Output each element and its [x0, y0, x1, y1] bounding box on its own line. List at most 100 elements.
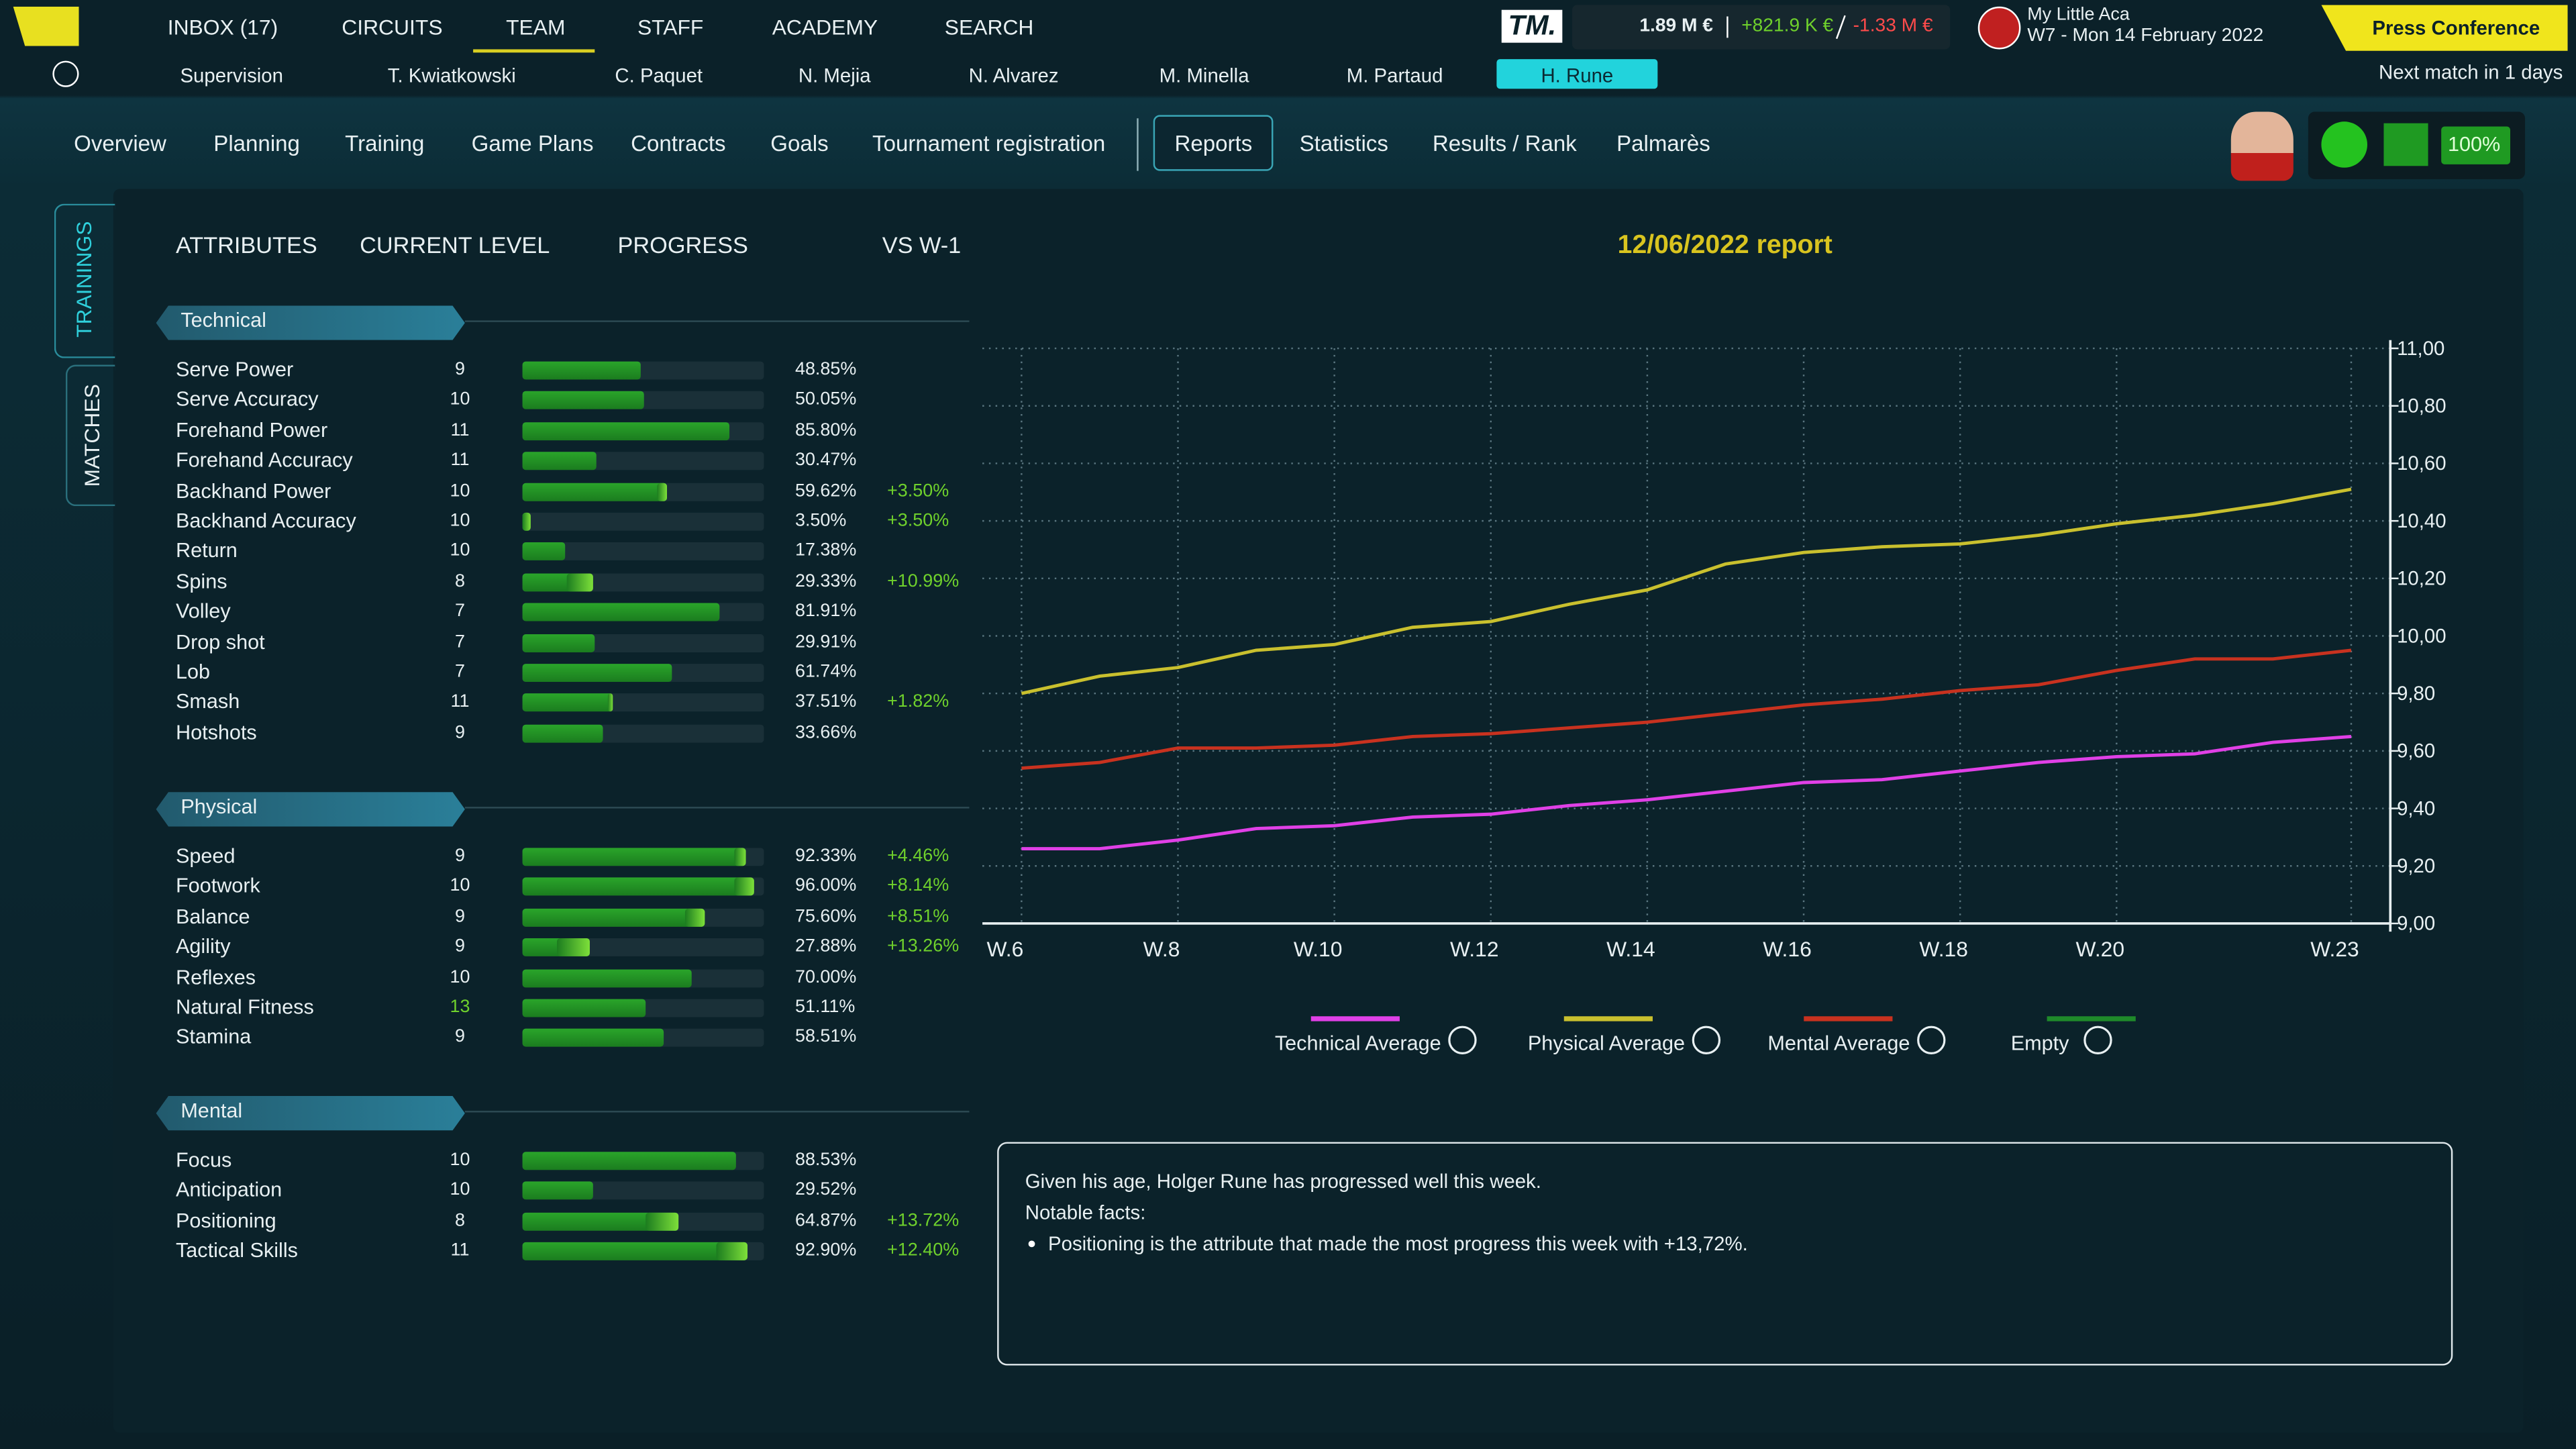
attribute-name: Lob: [175, 660, 211, 684]
group-header-bg: [156, 792, 465, 827]
progress-label: 29.33%: [794, 571, 857, 591]
progress-label: 3.50%: [794, 511, 847, 531]
attribute-name: Serve Power: [175, 358, 294, 382]
side-tab-box[interactable]: [54, 203, 115, 358]
progress-label: 92.90%: [794, 1240, 857, 1261]
player-tab[interactable]: T. Kwiatkowski: [387, 64, 516, 87]
edit-icon[interactable]: [1917, 1026, 1946, 1054]
vs-value: +12.40%: [887, 1240, 960, 1261]
progress-gain: [684, 908, 705, 927]
section-tab[interactable]: Palmarès: [1616, 131, 1710, 156]
press-button[interactable]: Press Conference: [2372, 16, 2540, 40]
nav-tab[interactable]: INBOX (17): [167, 15, 278, 40]
player-tab[interactable]: M. Partaud: [1346, 64, 1443, 87]
progress-gain: [566, 572, 594, 591]
attribute-name: Positioning: [175, 1209, 276, 1232]
attribute-name: Speed: [175, 844, 236, 868]
legend-label: Physical Average: [1528, 1032, 1685, 1054]
player-tab[interactable]: Supervision: [180, 64, 283, 87]
reports-highlight: [1153, 115, 1274, 171]
next-match: Next match in 1 days: [2378, 60, 2563, 84]
y-tick-label: 9,40: [2397, 797, 2435, 819]
player-tab[interactable]: C. Paquet: [615, 64, 703, 87]
y-tick-label: 11,00: [2397, 338, 2444, 360]
group-header-bg: [156, 305, 465, 340]
attribute-level: 11: [450, 692, 470, 713]
bullet: [1028, 1240, 1035, 1248]
nav-tab[interactable]: CIRCUITS: [342, 15, 443, 40]
progress-label: 85.80%: [794, 420, 857, 440]
attribute-name: Natural Fitness: [175, 995, 314, 1019]
attribute-level: 7: [455, 632, 466, 652]
attribute-name: Serve Accuracy: [175, 388, 319, 412]
section-tab[interactable]: Reports: [1174, 131, 1253, 156]
income: +821.9 K €: [1741, 16, 1834, 36]
vs-value: +10.99%: [887, 571, 960, 591]
help-icon[interactable]: [52, 60, 79, 87]
section-tab[interactable]: Contracts: [631, 131, 726, 156]
side-tab[interactable]: TRAININGS: [71, 221, 97, 338]
expense: -1.33 M €: [1853, 16, 1933, 36]
vs-value: +8.51%: [887, 906, 949, 927]
progress-gain: [734, 878, 754, 897]
player-tab[interactable]: H. Rune: [1541, 64, 1614, 87]
progress-bar: [522, 1029, 664, 1048]
side-tab[interactable]: MATCHES: [79, 384, 105, 487]
group-title: Mental: [181, 1099, 243, 1123]
edit-icon[interactable]: [1692, 1026, 1721, 1054]
progress-bar: [522, 724, 604, 743]
progress-label: 81.91%: [794, 601, 857, 621]
attribute-level: 11: [450, 1240, 470, 1261]
attribute-level: 7: [455, 662, 466, 683]
club-date: W7 - Mon 14 February 2022: [2027, 26, 2264, 46]
nav-tab[interactable]: STAFF: [637, 15, 704, 40]
section-tab[interactable]: Results / Rank: [1432, 131, 1577, 156]
player-tab[interactable]: M. Minella: [1159, 64, 1249, 87]
nav-tab[interactable]: SEARCH: [944, 15, 1034, 40]
progress-bar: [522, 1152, 737, 1170]
vs-value: +3.50%: [887, 511, 949, 531]
progress-label: 59.62%: [794, 481, 857, 501]
progress-bar: [522, 603, 721, 621]
attribute-name: Stamina: [175, 1026, 252, 1049]
edit-icon[interactable]: [1448, 1026, 1477, 1054]
report-summary: Given his age, Holger Rune has progresse…: [1025, 1170, 1541, 1193]
attribute-level: 10: [450, 511, 470, 531]
attribute-name: Footwork: [175, 875, 260, 898]
edit-icon[interactable]: [2083, 1026, 2112, 1054]
mood-icon: [2321, 121, 2368, 168]
finance-box: [1572, 5, 1951, 50]
section-tab[interactable]: Training: [345, 131, 425, 156]
attribute-name: Focus: [175, 1148, 232, 1172]
progress-bar: [522, 391, 643, 410]
progress-bar: [522, 482, 667, 501]
section-tab[interactable]: Game Plans: [471, 131, 594, 156]
player-tab[interactable]: N. Alvarez: [968, 64, 1059, 87]
progress-bar: [522, 452, 597, 470]
progress-gain: [658, 482, 667, 501]
series-line: [1021, 735, 2352, 850]
attribute-name: Return: [175, 539, 238, 563]
progress-label: 92.33%: [794, 846, 857, 866]
progress-label: 64.87%: [794, 1210, 857, 1231]
progress-gain: [522, 512, 531, 531]
attribute-name: Spins: [175, 570, 227, 593]
y-tick-label: 9,20: [2397, 855, 2435, 877]
nav-tab[interactable]: ACADEMY: [772, 15, 878, 40]
press-box[interactable]: [2321, 5, 2568, 51]
attribute-name: Volley: [175, 600, 231, 623]
section-tab[interactable]: Planning: [213, 131, 300, 156]
side-tab-box[interactable]: [65, 364, 115, 507]
progress-gain: [734, 848, 745, 866]
player-tab[interactable]: N. Mejia: [798, 64, 871, 87]
section-tab[interactable]: Overview: [74, 131, 166, 156]
section-tab[interactable]: Statistics: [1299, 131, 1388, 156]
section-tab[interactable]: Goals: [770, 131, 829, 156]
nav-tab[interactable]: TEAM: [506, 15, 566, 40]
club-name: My Little Aca: [2027, 5, 2130, 25]
section-tab[interactable]: Tournament registration: [872, 131, 1106, 156]
attribute-level: 10: [450, 481, 470, 501]
back-button[interactable]: [13, 6, 79, 46]
progress-label: 96.00%: [794, 876, 857, 897]
